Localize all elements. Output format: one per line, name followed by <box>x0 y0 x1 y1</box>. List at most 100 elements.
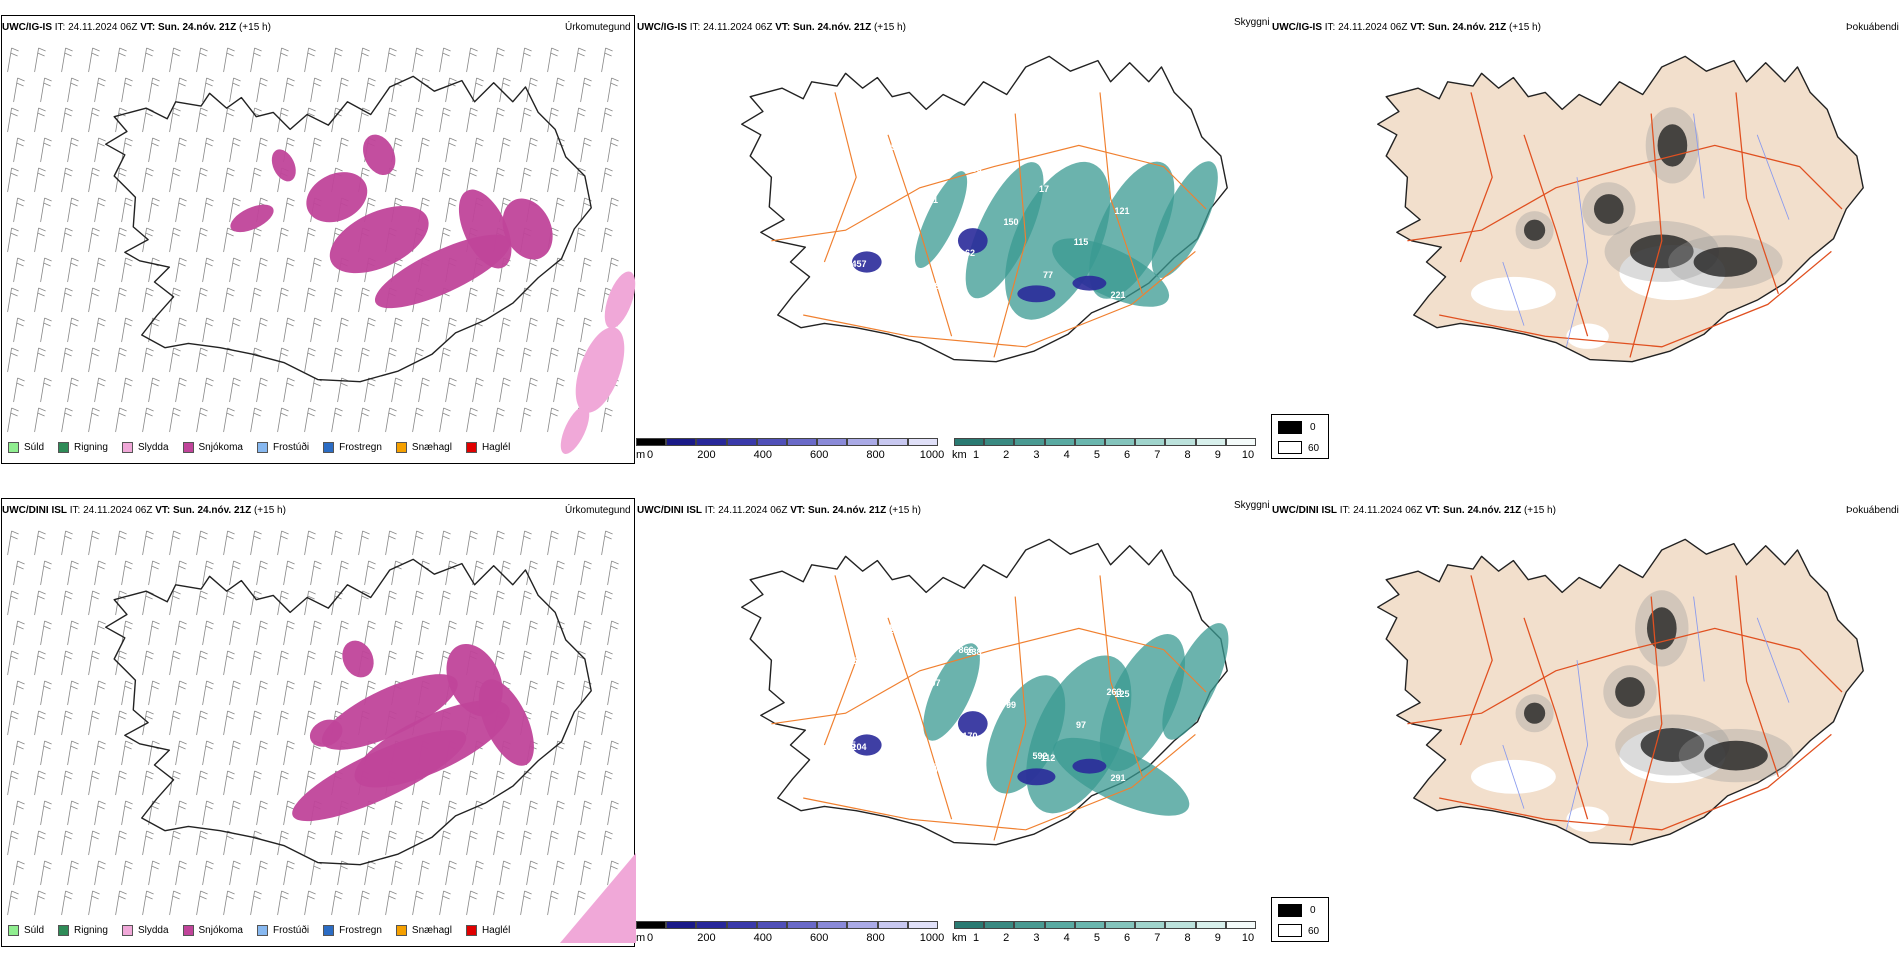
colorbar-segment <box>817 921 848 929</box>
colorbar-tick: 0 <box>646 449 654 461</box>
pc-labels: 195 205 107 174 238 99 112 91 125 104 237 207 170 104… <box>818 605 1129 783</box>
colorbar-unit: km <box>952 932 967 944</box>
cloud-base-label: 121 <box>1114 206 1129 216</box>
colorbar-tick: 1000 <box>919 932 945 944</box>
colorbar-segment <box>1165 438 1196 446</box>
legend-label: Frostúði <box>272 925 310 936</box>
cloud-base-label: 866 <box>958 645 973 655</box>
colorbar-tick: 4 <box>1063 932 1070 944</box>
legend-label: Slydda <box>137 442 169 453</box>
colorbar-tick: 8 <box>1184 932 1191 944</box>
fog-map <box>1377 55 1864 363</box>
cloud-base-label: 263 <box>1106 687 1121 697</box>
precip-panel-frame <box>1 15 635 464</box>
colorbar-segment <box>1195 438 1226 446</box>
cloud-base-label: 115 <box>1074 237 1089 247</box>
cloud-base-label: 107 <box>892 711 907 721</box>
fog-legend-light-swatch <box>1278 924 1302 937</box>
colorbar-tick: 1000 <box>919 449 945 461</box>
fog-legend-min-label: 60 <box>1308 926 1320 937</box>
cloud-base-label: 17 <box>1039 184 1049 194</box>
legend-swatch <box>323 442 335 453</box>
cloud-base-label: 81 <box>858 175 868 185</box>
colorbar-tick: 7 <box>1154 449 1161 461</box>
colorbar-tick: 10 <box>1241 449 1255 461</box>
colorbar-tick: 1 <box>972 932 980 944</box>
colorbar-segment <box>636 921 667 929</box>
fog-legend-max-label: 0 <box>1310 422 1316 433</box>
panel-header: UWC/IG-IS IT: 24.11.2024 06Z VT: Sun. 24… <box>637 22 906 33</box>
colorbar-tick: 3 <box>1033 932 1040 944</box>
legend-item: Slydda <box>121 925 169 936</box>
colorbar-segment <box>726 438 757 446</box>
panel-header: UWC/DINI ISL IT: 24.11.2024 06Z VT: Sun.… <box>1272 505 1556 516</box>
legend-label: Haglél <box>481 925 511 936</box>
legend-item: Súld <box>8 925 44 936</box>
colorbar-segment <box>1195 921 1226 929</box>
cloud-base-label: 237 <box>888 625 903 635</box>
cloud-base-label: 75 <box>846 740 856 750</box>
colorbar-segment <box>756 438 787 446</box>
legend-swatch <box>256 442 268 453</box>
legend-item: Súld <box>8 442 44 453</box>
cloud-base-label: 180 <box>1036 667 1051 677</box>
colorbar-segment <box>984 438 1015 446</box>
cloud-base-label: 170 <box>962 731 977 741</box>
colorbar-segment <box>954 438 985 446</box>
colorbars: m 0 200 400 600 800 1000 km 1 2 3 4 5 6 7 8 9 10 <box>636 921 1276 951</box>
legend-swatch <box>395 925 407 936</box>
fog-legend-dark-swatch <box>1278 421 1302 434</box>
colorbar-segment <box>1225 921 1256 929</box>
panel-header: UWC/DINI ISL IT: 24.11.2024 06Z VT: Sun.… <box>637 505 921 516</box>
colorbar-tick: 1 <box>972 449 980 461</box>
colorbar-segment <box>907 921 938 929</box>
cloud-base-label: 205 <box>855 658 870 668</box>
colorbar-segment <box>877 921 908 929</box>
cloud-base-label: 125 <box>1114 689 1129 699</box>
cloud-base-label: 104 <box>999 614 1014 624</box>
colorbar-segment <box>1074 438 1105 446</box>
legend-swatch <box>58 442 70 453</box>
fog-legend-max-label: 0 <box>1310 905 1316 916</box>
panel-header: UWC/IG-IS IT: 24.11.2024 06Z VT: Sun. 24… <box>1272 22 1541 33</box>
colorbar-tick: 5 <box>1093 932 1100 944</box>
colorbar-tick: 9 <box>1214 932 1221 944</box>
colorbar-segment <box>756 921 787 929</box>
legend-label: Snæhagl <box>411 442 452 453</box>
legend-item: Frostúði <box>256 925 310 936</box>
legend-label: Rigning <box>74 442 108 453</box>
colorbar-tick: 9 <box>1214 449 1221 461</box>
panel-title-vis: Skyggni <box>1234 17 1270 28</box>
legend-item: Rigning <box>58 925 108 936</box>
colorbar-segment <box>954 921 985 929</box>
fog-legend: 0 60 <box>1271 414 1329 459</box>
colorbar-segment <box>1044 921 1075 929</box>
legend-item: Snjókoma <box>182 442 243 453</box>
colorbar-segment <box>1074 921 1105 929</box>
legend-swatch <box>182 925 194 936</box>
legend-label: Frostúði <box>272 442 310 453</box>
cloud-base-label: 98 <box>821 122 831 132</box>
colorbar-tick: 2 <box>1003 449 1010 461</box>
visibility-map <box>741 55 1228 363</box>
legend-item: Slydda <box>121 442 169 453</box>
legend-item: Snæhagl <box>395 442 452 453</box>
legend-label: Súld <box>24 442 45 453</box>
cloud-base-label: 21 <box>883 623 893 633</box>
fog-legend-dark-swatch <box>1278 904 1302 917</box>
colorbar-segment <box>877 438 908 446</box>
legend-swatch <box>121 442 133 453</box>
cloud-base-label: 167 <box>1077 153 1092 163</box>
cloud-base-label: 98 <box>891 142 901 152</box>
precip-panel-frame <box>1 498 635 947</box>
colorbar-segment <box>1105 438 1136 446</box>
colorbar-tick: 5 <box>1093 449 1100 461</box>
cloud-base-label: 174 <box>929 764 944 774</box>
cloud-base-label: 51 <box>928 195 938 205</box>
colorbar-segment <box>984 921 1015 929</box>
colorbar-tick: 200 <box>697 449 716 461</box>
cloud-base-label: 150 <box>1003 217 1018 227</box>
panel-title-fog: Þokuábendi <box>1846 505 1899 516</box>
panel-header: UWC/DINI ISL IT: 24.11.2024 06Z VT: Sun.… <box>2 505 286 516</box>
legend-label: Frostregn <box>339 925 382 936</box>
